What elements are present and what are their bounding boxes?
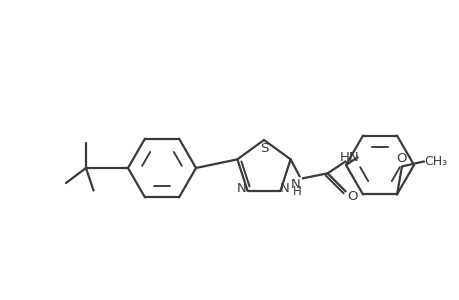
Text: N: N xyxy=(290,178,300,191)
Text: CH₃: CH₃ xyxy=(424,155,447,168)
Text: O: O xyxy=(396,152,406,165)
Text: N: N xyxy=(279,182,289,195)
Text: HN: HN xyxy=(339,151,358,164)
Text: N: N xyxy=(236,182,246,195)
Text: S: S xyxy=(259,142,268,154)
Text: H: H xyxy=(293,185,302,198)
Text: O: O xyxy=(347,190,357,203)
